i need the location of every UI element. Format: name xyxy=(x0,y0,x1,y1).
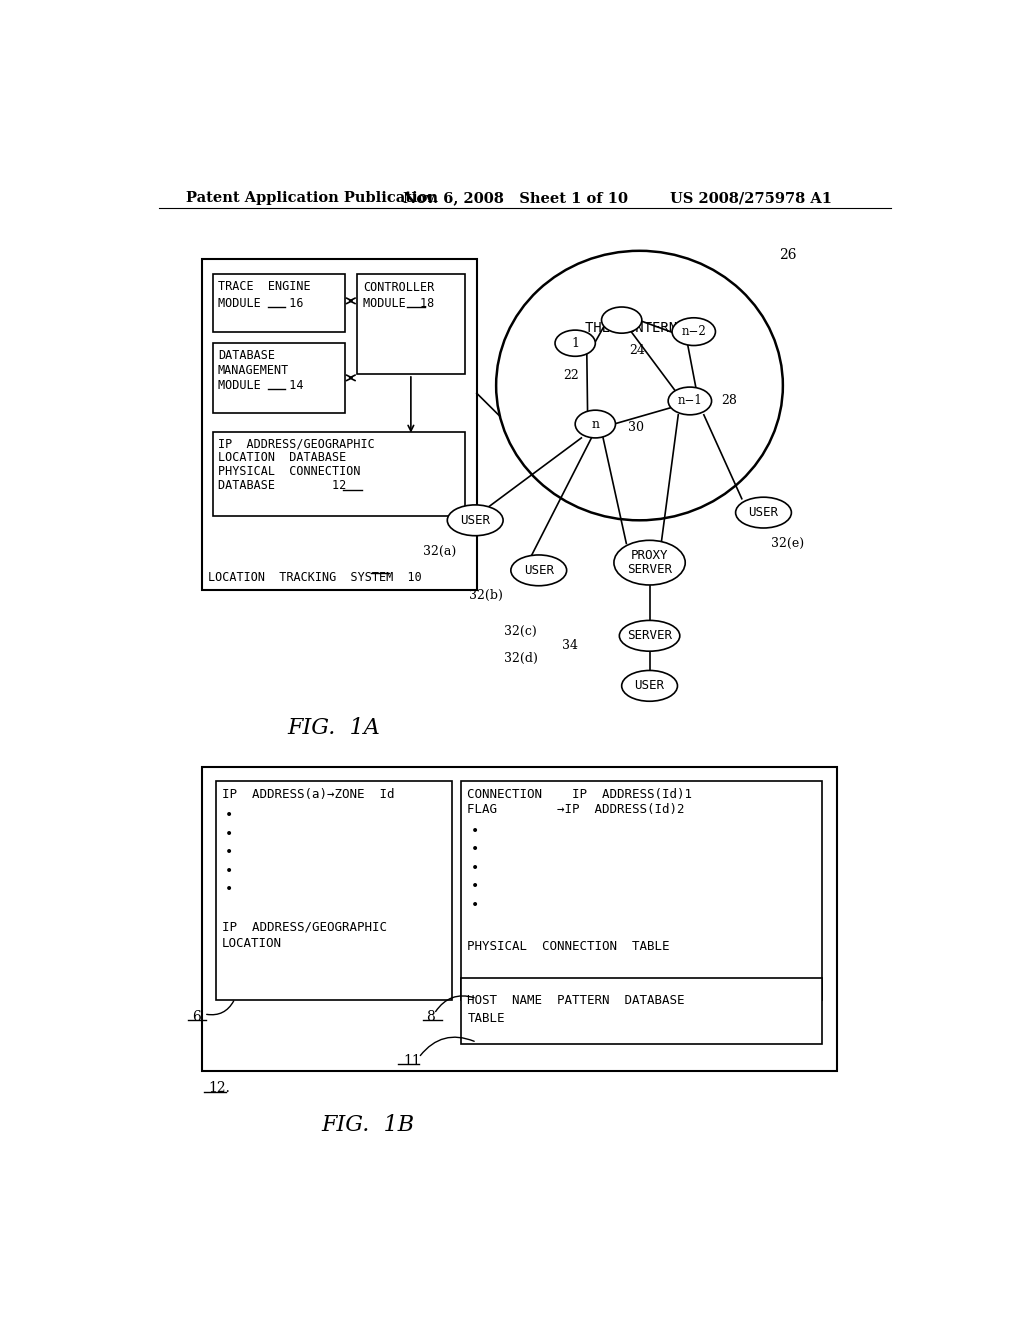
Ellipse shape xyxy=(620,620,680,651)
Text: MODULE  18: MODULE 18 xyxy=(362,297,434,310)
Text: 24: 24 xyxy=(630,345,645,358)
Text: 1: 1 xyxy=(571,337,580,350)
Text: •: • xyxy=(471,879,479,894)
Text: •: • xyxy=(225,863,233,878)
Bar xyxy=(202,259,477,590)
Ellipse shape xyxy=(511,554,566,586)
Text: Patent Application Publication: Patent Application Publication xyxy=(186,191,438,206)
Text: MODULE    16: MODULE 16 xyxy=(218,297,303,310)
Text: FLAG        →IP  ADDRESS(Id)2: FLAG →IP ADDRESS(Id)2 xyxy=(467,804,685,816)
Text: 30: 30 xyxy=(628,421,644,434)
Text: PROXY: PROXY xyxy=(631,549,669,562)
Text: 34: 34 xyxy=(562,639,578,652)
Text: MODULE    14: MODULE 14 xyxy=(218,379,303,392)
Ellipse shape xyxy=(672,318,716,346)
Text: PHYSICAL  CONNECTION: PHYSICAL CONNECTION xyxy=(218,465,360,478)
Text: IP  ADDRESS/GEOGRAPHIC: IP ADDRESS/GEOGRAPHIC xyxy=(218,437,375,450)
Ellipse shape xyxy=(447,506,503,536)
Text: IP  ADDRESS/GEOGRAPHIC: IP ADDRESS/GEOGRAPHIC xyxy=(222,920,387,933)
Text: 32(d): 32(d) xyxy=(504,652,538,665)
Text: •: • xyxy=(225,845,233,859)
Text: •: • xyxy=(471,824,479,838)
Text: 26: 26 xyxy=(779,248,797,261)
Text: 22: 22 xyxy=(563,370,579,381)
Text: HOST  NAME  PATTERN  DATABASE: HOST NAME PATTERN DATABASE xyxy=(467,994,685,1007)
Text: LOCATION  DATABASE: LOCATION DATABASE xyxy=(218,451,346,465)
Text: MANAGEMENT: MANAGEMENT xyxy=(218,363,289,376)
Ellipse shape xyxy=(669,387,712,414)
Ellipse shape xyxy=(601,308,642,333)
Text: DATABASE: DATABASE xyxy=(218,348,274,362)
Ellipse shape xyxy=(575,411,615,438)
Text: n−1: n−1 xyxy=(678,395,702,408)
Bar xyxy=(202,767,838,1071)
Bar xyxy=(356,275,465,374)
Text: 32(e): 32(e) xyxy=(771,537,805,550)
Bar xyxy=(461,780,821,1001)
Text: 32(c): 32(c) xyxy=(504,626,537,639)
Text: 28: 28 xyxy=(721,395,736,408)
Text: TRACE  ENGINE: TRACE ENGINE xyxy=(218,280,310,293)
Ellipse shape xyxy=(735,498,792,528)
Text: n: n xyxy=(591,417,599,430)
Text: •: • xyxy=(225,808,233,822)
Text: USER: USER xyxy=(460,513,490,527)
Text: 32(b): 32(b) xyxy=(469,589,503,602)
Text: IP  ADDRESS(a)→ZONE  Id: IP ADDRESS(a)→ZONE Id xyxy=(222,788,394,801)
Ellipse shape xyxy=(555,330,595,356)
Text: LOCATION: LOCATION xyxy=(222,937,282,950)
Text: 12.: 12. xyxy=(208,1081,229,1094)
Text: DATABASE        12: DATABASE 12 xyxy=(218,479,346,492)
Text: •: • xyxy=(471,861,479,875)
Ellipse shape xyxy=(614,540,685,585)
Text: FIG.  1B: FIG. 1B xyxy=(322,1114,415,1135)
Text: LOCATION  TRACKING  SYSTEM  10: LOCATION TRACKING SYSTEM 10 xyxy=(208,570,422,583)
Text: US 2008/275978 A1: US 2008/275978 A1 xyxy=(671,191,833,206)
Bar xyxy=(461,978,821,1044)
Text: FIG.  1A: FIG. 1A xyxy=(287,717,380,739)
Ellipse shape xyxy=(622,671,678,701)
Text: 32(a): 32(a) xyxy=(423,545,456,557)
Bar xyxy=(213,343,345,412)
Text: THE  INTERNET: THE INTERNET xyxy=(585,321,694,335)
Text: USER: USER xyxy=(749,506,778,519)
Text: CONNECTION    IP  ADDRESS(Id)1: CONNECTION IP ADDRESS(Id)1 xyxy=(467,788,692,801)
Bar xyxy=(216,780,452,1001)
Text: USER: USER xyxy=(523,564,554,577)
Text: 8: 8 xyxy=(426,1010,435,1024)
Text: PHYSICAL  CONNECTION  TABLE: PHYSICAL CONNECTION TABLE xyxy=(467,940,670,953)
Text: USER: USER xyxy=(635,680,665,693)
Text: Nov. 6, 2008   Sheet 1 of 10: Nov. 6, 2008 Sheet 1 of 10 xyxy=(403,191,628,206)
Text: •: • xyxy=(471,842,479,857)
Text: CONTROLLER: CONTROLLER xyxy=(362,281,434,294)
Text: •: • xyxy=(471,898,479,912)
Text: SERVER: SERVER xyxy=(627,564,672,576)
Text: n−2: n−2 xyxy=(681,325,707,338)
Bar xyxy=(213,275,345,331)
Text: •: • xyxy=(225,882,233,896)
Text: 11: 11 xyxy=(403,1053,421,1068)
Text: •: • xyxy=(225,826,233,841)
Text: TABLE: TABLE xyxy=(467,1012,505,1026)
Ellipse shape xyxy=(496,251,783,520)
Text: 6: 6 xyxy=(193,1010,201,1024)
Text: SERVER: SERVER xyxy=(627,630,672,643)
Bar xyxy=(213,432,465,516)
